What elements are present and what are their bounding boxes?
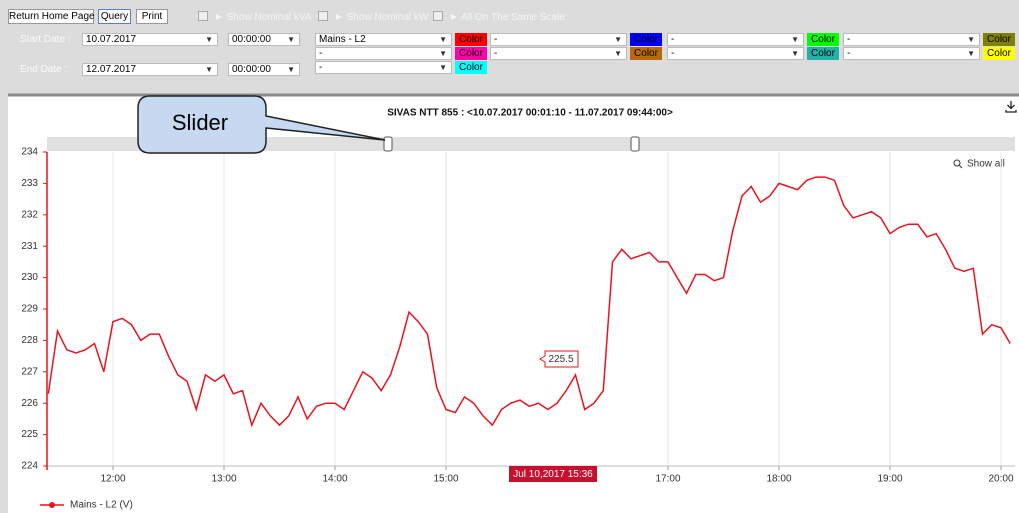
x-tick-label: 14:00 — [322, 474, 347, 485]
option-label: ► Show Nominal kVA — [214, 12, 312, 23]
y-tick-label: 229 — [21, 304, 38, 315]
value: 10.07.2017 — [86, 34, 137, 45]
toolbar: Return Home Page Query Print ► Show Nomi… — [0, 0, 1019, 92]
download-icon[interactable] — [1005, 101, 1017, 113]
x-tick-label: 20:00 — [988, 474, 1013, 485]
slider-handle[interactable] — [630, 136, 640, 152]
plot: 12:00 13:00 14:00 15:00 17:00 18:00 19:00 20:00… — [21, 147, 1015, 511]
series-select[interactable]: - ▼ — [667, 33, 804, 46]
series-select[interactable]: Mains - L2 ▼ — [315, 33, 452, 46]
y-tick-label: 234 — [21, 147, 38, 158]
color-button[interactable]: Color — [455, 47, 487, 60]
value: - — [319, 62, 323, 73]
color-button[interactable]: Color — [807, 47, 839, 60]
slider-handle[interactable] — [383, 136, 393, 152]
y-tick-label: 226 — [21, 398, 38, 409]
home-button[interactable]: Return Home Page — [8, 9, 95, 24]
value: - — [319, 48, 323, 59]
value: - — [847, 48, 851, 59]
crosshair-box — [509, 466, 597, 482]
start-time[interactable]: 00:00:00 ▼ — [228, 33, 300, 46]
tooltip-box — [539, 350, 579, 368]
tooltip-label: 225.5 — [548, 354, 573, 365]
color-button[interactable]: Color — [983, 47, 1015, 60]
option-label: ► All On The Same Scale — [449, 12, 565, 23]
end-time[interactable]: 00:00:00 ▼ — [228, 63, 300, 76]
end-date[interactable]: 12.07.2017 ▼ — [82, 63, 218, 76]
series-select[interactable]: - ▼ — [315, 61, 452, 74]
y-tick-label: 228 — [21, 335, 38, 346]
x-tick-label: 13:00 — [211, 474, 236, 485]
series-select[interactable]: - ▼ — [843, 47, 980, 60]
chart-title: SIVAS NTT 855 : <10.07.2017 00:01:10 - 1… — [387, 108, 673, 119]
slider-track[interactable] — [47, 137, 1015, 151]
print-button[interactable]: Print — [136, 9, 168, 24]
y-tick-label: 225 — [21, 429, 38, 440]
legend-marker — [49, 502, 55, 508]
color-button[interactable]: Color — [807, 33, 839, 46]
zoom-icon — [953, 159, 961, 167]
series-select[interactable]: - ▼ — [490, 33, 627, 46]
color-button[interactable]: Color — [983, 33, 1015, 46]
option[interactable]: ► Show Nominal kVA — [198, 11, 312, 23]
legend-label: Mains - L2 (V) — [70, 500, 133, 511]
y-tick-label: 227 — [21, 366, 38, 377]
y-tick-label: 232 — [21, 209, 38, 220]
panel — [8, 96, 1019, 513]
show-all[interactable]: Show all — [953, 159, 1005, 170]
color-button[interactable]: Color — [630, 47, 662, 60]
value: - — [494, 48, 498, 59]
crosshair-label: Jul 10,2017 15:36 — [513, 469, 593, 480]
end-label: End Date : — [20, 64, 68, 75]
x-tick-label: 19:00 — [877, 474, 902, 485]
x-tick-label: 18:00 — [766, 474, 791, 485]
tooltip: 225.5 — [539, 350, 579, 368]
callout-label: Slider — [172, 110, 228, 135]
value: 00:00:00 — [232, 64, 271, 75]
x-tick-label: 12:00 — [100, 474, 125, 485]
series-select[interactable]: - ▼ — [843, 33, 980, 46]
value: - — [671, 34, 675, 45]
series-select[interactable]: - ▼ — [667, 47, 804, 60]
series-line — [47, 176, 1011, 428]
y-tick-label: 224 — [21, 461, 38, 472]
value: 12.07.2017 — [86, 64, 137, 75]
option[interactable]: ► Show Nominal kW — [318, 11, 428, 23]
show-all-label: Show all — [967, 159, 1005, 170]
x-tick-label: 17:00 — [655, 474, 680, 485]
query-button[interactable]: Query — [98, 9, 131, 24]
series-select[interactable]: - ▼ — [490, 47, 627, 60]
start-date[interactable]: 10.07.2017 ▼ — [82, 33, 218, 46]
value: - — [847, 34, 851, 45]
zoom-icon — [958, 164, 963, 169]
x-tick-label: 15:00 — [433, 474, 458, 485]
callout: Slider — [137, 95, 386, 154]
value: - — [494, 34, 498, 45]
series-select[interactable]: - ▼ — [315, 47, 452, 60]
callout-shape — [137, 95, 386, 154]
color-button[interactable]: Color — [455, 61, 487, 74]
option-label: ► Show Nominal kW — [334, 12, 429, 23]
y-tick-label: 233 — [21, 178, 38, 189]
color-button[interactable]: Color — [455, 33, 487, 46]
value: 00:00:00 — [232, 34, 271, 45]
color-button[interactable]: Color — [630, 33, 662, 46]
value: Mains - L2 — [319, 34, 366, 45]
value: - — [671, 48, 675, 59]
y-tick-label: 230 — [21, 272, 38, 283]
y-tick-label: 231 — [21, 241, 38, 252]
start-label: Start Date : — [20, 34, 71, 45]
option[interactable]: ► All On The Same Scale — [433, 11, 565, 23]
